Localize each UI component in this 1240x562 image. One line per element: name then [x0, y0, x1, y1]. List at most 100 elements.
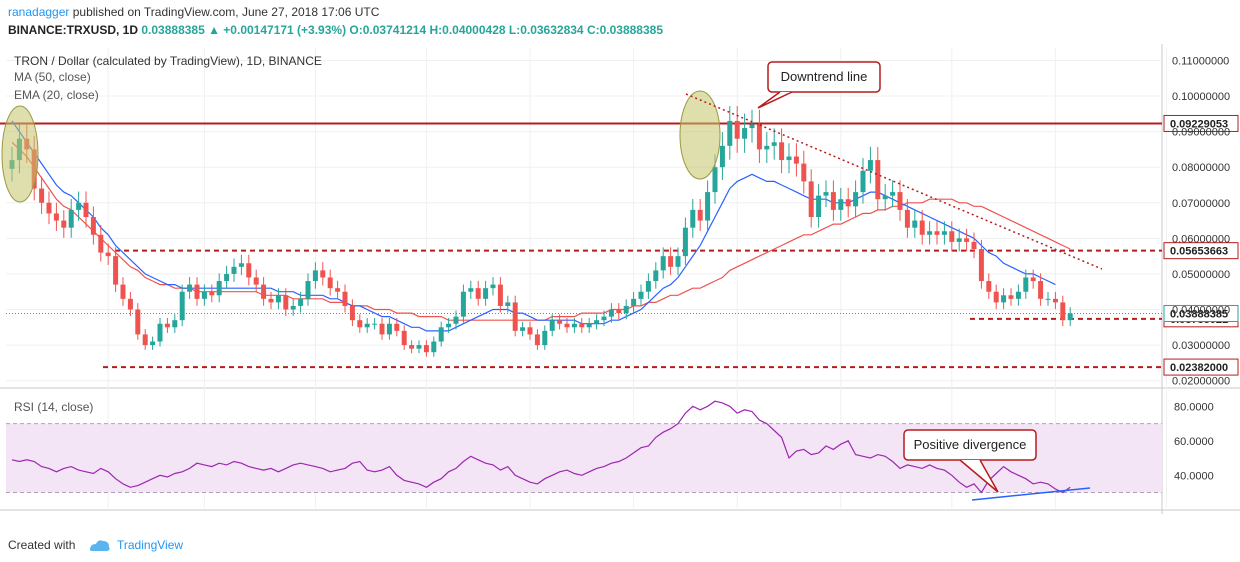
candle-body: [779, 142, 785, 161]
candle-body: [68, 209, 74, 228]
candle-body: [764, 145, 770, 150]
candle-body: [949, 231, 955, 242]
y-tick-label: 0.03000000: [1172, 340, 1230, 352]
candle-body: [727, 120, 733, 146]
candle-body: [1038, 281, 1044, 299]
candle-body: [660, 256, 666, 271]
candle-body: [697, 209, 703, 221]
y-tick-label: 0.02000000: [1172, 376, 1230, 388]
candle-body: [571, 323, 577, 328]
candle-body: [231, 266, 237, 274]
candle-body: [749, 124, 755, 129]
created-with-label: Created with: [8, 538, 76, 552]
candle-body: [113, 256, 119, 285]
last-price-label: 0.03888385: [1170, 308, 1228, 320]
candle-body: [224, 273, 230, 282]
candle-body: [187, 284, 193, 292]
level-label: 0.05653663: [1170, 246, 1228, 258]
tradingview-brand-link[interactable]: TradingView: [117, 538, 184, 552]
candle-body: [475, 288, 481, 299]
rsi-tick-label: 80.0000: [1174, 401, 1214, 413]
ohlc-values: O:0.03741214 H:0.04000428 L:0.03632834 C…: [349, 23, 663, 37]
candle-body: [756, 124, 762, 150]
downtrend-line: [685, 93, 1103, 270]
candle-body: [305, 281, 311, 299]
candle-body: [860, 170, 866, 193]
candle-body: [645, 281, 651, 292]
y-tick-label: 0.07000000: [1172, 198, 1230, 210]
candle-body: [838, 199, 844, 210]
candle-body: [438, 327, 444, 342]
candle-body: [238, 263, 244, 267]
candle-body: [298, 298, 304, 306]
candle-body: [246, 263, 252, 278]
candle-body: [823, 192, 829, 196]
candle-body: [312, 270, 318, 282]
y-tick-label: 0.06000000: [1172, 233, 1230, 245]
header-bar: ranadagger published on TradingView.com,…: [0, 0, 1240, 50]
candle-body: [105, 252, 111, 257]
candle-body: [423, 345, 429, 353]
candle-body: [98, 234, 104, 253]
candle-body: [164, 323, 170, 328]
candle-body: [875, 160, 881, 200]
candle-body: [327, 277, 333, 289]
candle-body: [586, 323, 592, 328]
candle-body: [527, 327, 533, 335]
candle-body: [986, 281, 992, 292]
candle-body: [349, 305, 355, 321]
candle-body: [179, 291, 185, 321]
rsi-tick-label: 40.0000: [1174, 470, 1214, 482]
tradingview-logo-icon: [90, 540, 110, 551]
author-link[interactable]: ranadagger: [8, 5, 70, 19]
candle-body: [919, 220, 925, 235]
candle-body: [505, 302, 511, 306]
candle-body: [468, 288, 474, 292]
candle-body: [579, 323, 585, 328]
candle-body: [460, 291, 466, 317]
candle-body: [342, 291, 348, 306]
axes: 0.02000000 0.03000000 0.04000000 0.05000000…: [1172, 55, 1230, 482]
candle-body: [912, 220, 918, 228]
candle-body: [638, 291, 644, 299]
candle-body: [483, 288, 489, 299]
level-label-box: [1163, 358, 1239, 376]
candle-body: [1008, 295, 1014, 299]
candle-body: [771, 142, 777, 146]
candle-body: [734, 120, 740, 139]
y-tick-label: 0.08000000: [1172, 162, 1230, 174]
candle-body: [497, 284, 503, 306]
candle-body: [934, 231, 940, 235]
candle-body: [1060, 302, 1066, 321]
level-label-box: [1163, 114, 1239, 132]
chart-canvas[interactable]: 0.092290530.056536630.037380210.02382000…: [0, 44, 1240, 514]
candle-body: [431, 341, 437, 353]
candle-body: [253, 277, 259, 285]
candle-body: [201, 291, 207, 299]
candle-body: [83, 202, 89, 217]
rsi-legend: RSI (14, close): [14, 400, 93, 414]
candle-body: [61, 220, 67, 228]
candle-body: [564, 323, 570, 328]
candle-body: [490, 284, 496, 289]
candle-body: [534, 334, 540, 346]
y-tick-label: 0.05000000: [1172, 269, 1230, 281]
annotations: Downtrend line Positive divergence: [1, 61, 1103, 501]
candle-body: [705, 192, 711, 221]
candle-body: [142, 334, 148, 346]
highlight-ellipse-may: [679, 90, 721, 180]
candle-body: [890, 192, 896, 196]
divergence-line: [971, 487, 1091, 501]
candle-body: [268, 298, 274, 303]
candle-body: [882, 195, 888, 200]
downtrend-callout-pointer: [757, 91, 793, 109]
candle-body: [675, 256, 681, 267]
candle-body: [557, 320, 563, 324]
candle-body: [816, 195, 822, 217]
candle-body: [379, 323, 385, 335]
candle-body: [512, 302, 518, 331]
candle-body: [594, 320, 600, 324]
main-panel-bg: [6, 48, 1162, 386]
candle-body: [853, 192, 859, 207]
candle-body: [993, 291, 999, 303]
